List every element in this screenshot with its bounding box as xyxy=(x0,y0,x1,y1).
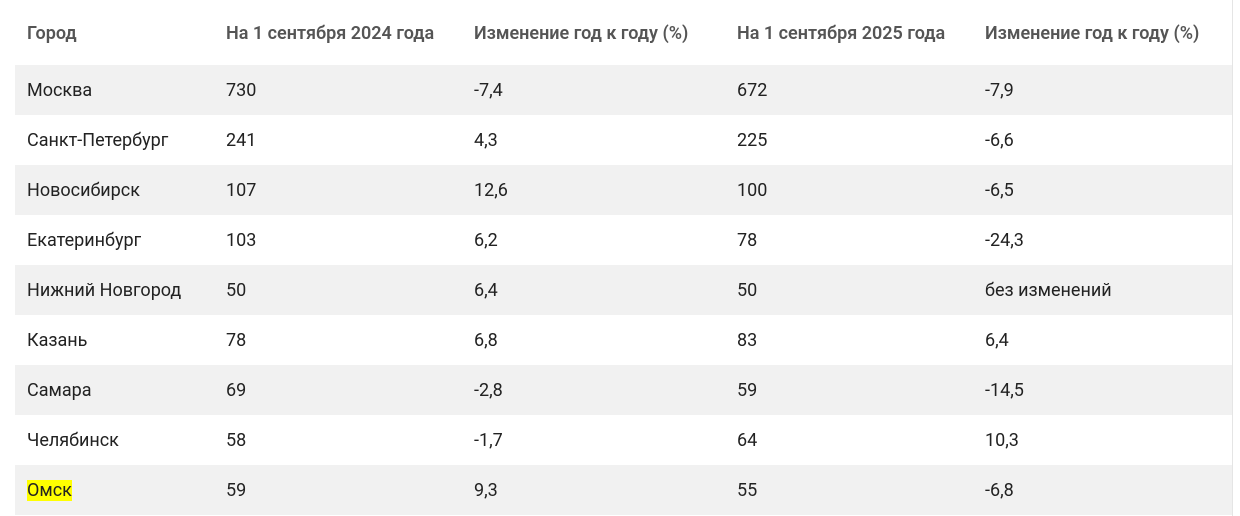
table-row: Екатеринбург 103 6,2 78 -24,3 xyxy=(15,215,1232,265)
value-cell: 100 xyxy=(725,165,973,215)
value-cell: 6,4 xyxy=(462,265,725,315)
value-cell: 69 xyxy=(214,365,462,415)
highlighted-city: Омск xyxy=(27,479,72,501)
value-cell: 78 xyxy=(226,329,247,351)
city-cell: Новосибирск xyxy=(15,165,214,215)
value-cell: -7,4 xyxy=(462,65,725,115)
value-cell: 59 xyxy=(214,465,462,515)
table-row: Санкт-Петербург 241 4,3 225 -6,6 xyxy=(15,115,1232,165)
city-cell: Москва xyxy=(15,65,214,115)
city-cell: Омск xyxy=(15,465,214,515)
value-cell: 50 xyxy=(725,265,973,315)
value-cell: 730 xyxy=(214,65,462,115)
city-cell: Челябинск xyxy=(27,429,119,451)
column-header: Город xyxy=(27,23,77,44)
value-cell: 6,4 xyxy=(985,329,1009,351)
value-cell: -6,8 xyxy=(973,465,1232,515)
value-cell: -6,5 xyxy=(973,165,1232,215)
value-cell: 4,3 xyxy=(474,129,498,151)
value-cell: 78 xyxy=(737,229,758,251)
value-cell: -6,6 xyxy=(985,129,1014,151)
table-row: Челябинск 58 -1,7 64 10,3 xyxy=(15,415,1232,465)
value-cell: 58 xyxy=(226,429,247,451)
value-cell: -14,5 xyxy=(973,365,1232,415)
value-cell: -7,9 xyxy=(973,65,1232,115)
value-cell: 83 xyxy=(737,329,758,351)
value-cell: 672 xyxy=(725,65,973,115)
column-header: Изменение год к году (%) xyxy=(474,23,689,44)
value-cell: 64 xyxy=(737,429,758,451)
value-cell: 12,6 xyxy=(462,165,725,215)
value-cell: 6,2 xyxy=(474,229,498,251)
value-cell: 50 xyxy=(214,265,462,315)
table-row: Нижний Новгород 50 6,4 50 без изменений xyxy=(15,265,1232,315)
table-container: Город На 1 сентября 2024 года Изменение го… xyxy=(15,0,1232,515)
table-row: Самара 69 -2,8 59 -14,5 xyxy=(15,365,1232,415)
column-header: Изменение год к году (%) xyxy=(985,23,1200,44)
value-cell: 9,3 xyxy=(462,465,725,515)
city-cell: Самара xyxy=(15,365,214,415)
header-row: Город На 1 сентября 2024 года Изменение го… xyxy=(15,0,1232,65)
value-cell: 55 xyxy=(725,465,973,515)
value-cell: -1,7 xyxy=(474,429,503,451)
data-table: Город На 1 сентября 2024 года Изменение го… xyxy=(15,0,1232,515)
column-header: На 1 сентября 2025 года xyxy=(737,23,946,44)
value-cell: 10,3 xyxy=(985,429,1019,451)
value-cell: 6,8 xyxy=(474,329,498,351)
value-cell: 107 xyxy=(214,165,462,215)
column-header: На 1 сентября 2024 года xyxy=(226,23,435,44)
table-row: Казань 78 6,8 83 6,4 xyxy=(15,315,1232,365)
city-cell: Нижний Новгород xyxy=(15,265,214,315)
city-cell: Екатеринбург xyxy=(27,229,142,251)
city-cell: Санкт-Петербург xyxy=(27,129,169,151)
scroll-edge xyxy=(1232,0,1240,516)
value-cell: 225 xyxy=(737,129,768,151)
table-row: Новосибирск 107 12,6 100 -6,5 xyxy=(15,165,1232,215)
value-cell: без изменений xyxy=(973,265,1232,315)
table-row: Омск 59 9,3 55 -6,8 xyxy=(15,465,1232,515)
value-cell: 103 xyxy=(226,229,257,251)
value-cell: 59 xyxy=(725,365,973,415)
table-row: Москва 730 -7,4 672 -7,9 xyxy=(15,65,1232,115)
value-cell: -24,3 xyxy=(985,229,1024,251)
value-cell: -2,8 xyxy=(462,365,725,415)
city-cell: Казань xyxy=(27,329,88,351)
value-cell: 241 xyxy=(226,129,257,151)
